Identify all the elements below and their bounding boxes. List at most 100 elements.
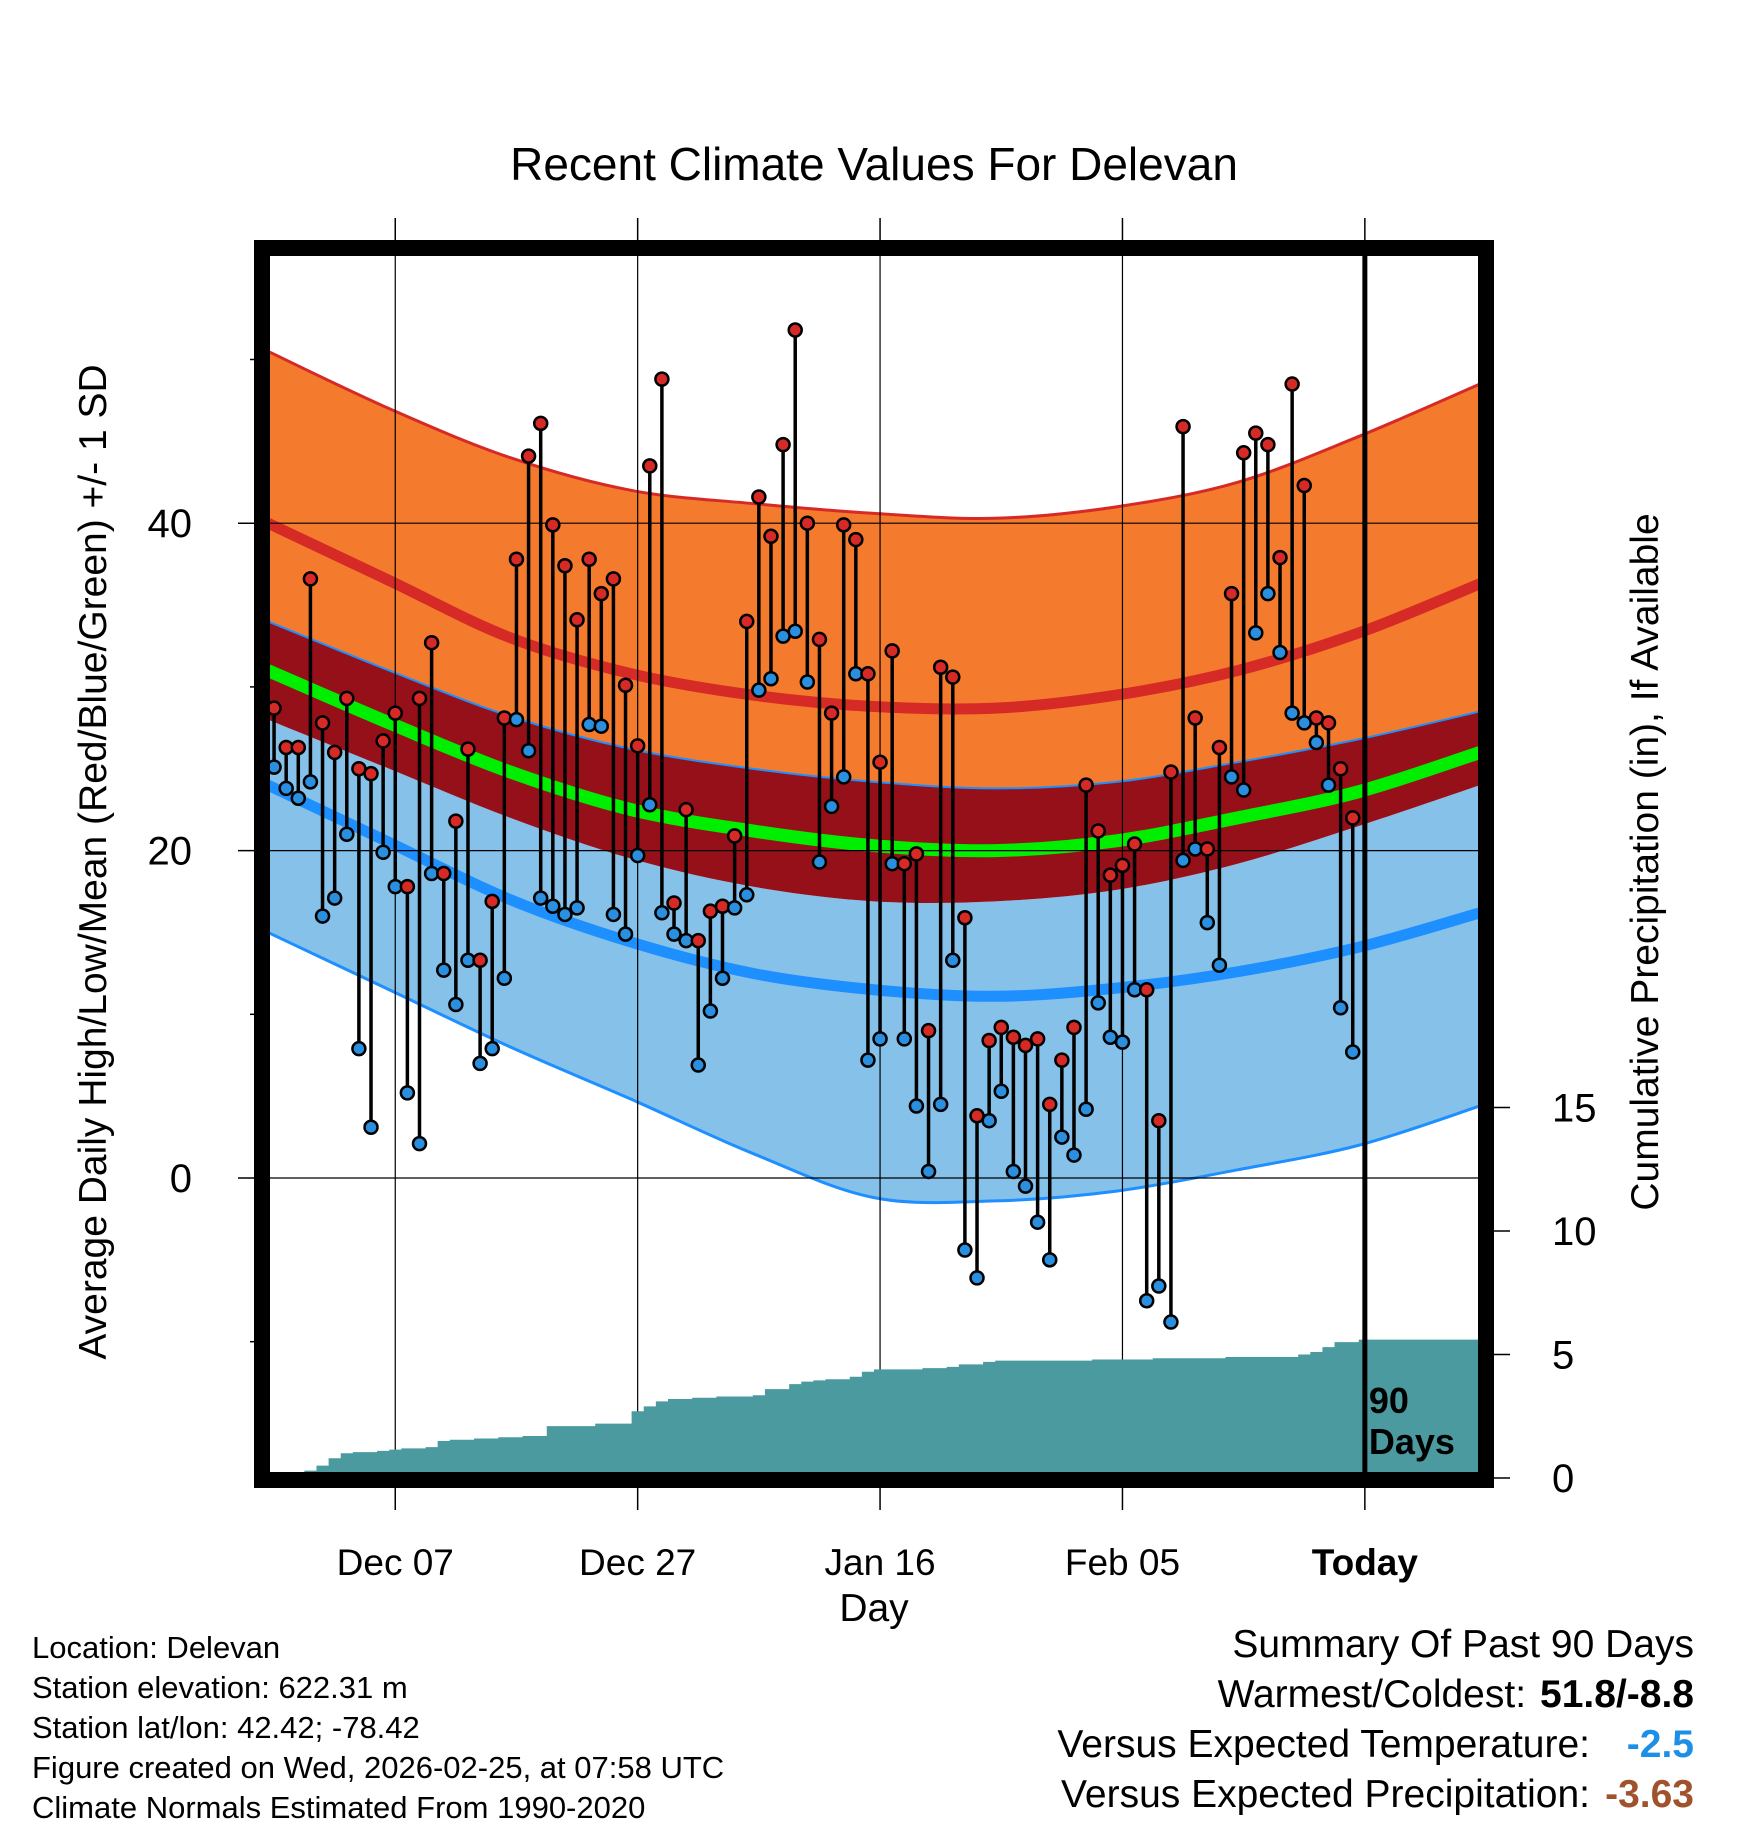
y2-tick-label: 15 [1552, 1087, 1597, 1131]
daily-high-point [1163, 764, 1179, 780]
daily-high-point [1041, 1096, 1058, 1113]
daily-low-point [326, 890, 343, 906]
daily-high-point [1126, 836, 1143, 852]
daily-high-point [654, 371, 670, 387]
summary-panel: Summary Of Past 90 Days Warmest/Coldest:… [1057, 1620, 1694, 1820]
daily-low-point [605, 906, 622, 923]
daily-low-point [290, 790, 307, 806]
daily-high-point [1344, 810, 1361, 826]
mean-upper-edge [267, 620, 1481, 790]
daily-low-point [1272, 644, 1288, 661]
plot-frame [254, 240, 1494, 1488]
daily-low-point [1284, 705, 1300, 721]
daily-high-point [823, 705, 840, 721]
daily-low-point [1163, 1314, 1179, 1330]
y-tick-label: 0 [170, 1157, 192, 1201]
daily-high-point [399, 878, 416, 895]
daily-high-point [1187, 710, 1203, 726]
daily-high-point [617, 677, 634, 694]
daily-low-point [811, 854, 828, 870]
chart-title: Recent Climate Values For Delevan [510, 138, 1238, 190]
daily-low-point [642, 797, 658, 813]
daily-high-point [435, 865, 452, 882]
precip-area [268, 1339, 1480, 1480]
daily-high-point [957, 909, 973, 926]
daily-low-point [835, 769, 852, 785]
daily-high-point [993, 1019, 1010, 1036]
daily-high-point [605, 571, 622, 587]
daily-low-point [1078, 1101, 1094, 1117]
daily-high-point [1260, 436, 1276, 453]
daily-high-point [314, 715, 331, 731]
daily-low-point [1199, 914, 1216, 931]
precip-label: Versus Expected Precipitation: [1061, 1773, 1590, 1816]
daily-low-point [666, 926, 682, 942]
daily-high-point [1199, 841, 1216, 857]
daily-high-point [1138, 981, 1155, 998]
daily-high-point [569, 612, 585, 628]
daily-low-point [593, 718, 610, 734]
daily-high-point [363, 765, 379, 782]
daily-high-point [302, 571, 319, 587]
today-days-number: 90 [1369, 1380, 1409, 1421]
daily-high-point [1151, 1112, 1167, 1129]
daily-high-point [448, 813, 464, 829]
daily-high-point [1211, 739, 1228, 756]
precip-value: -3.63 [1605, 1773, 1694, 1816]
daily-high-point [1102, 867, 1119, 883]
daily-high-point [1284, 376, 1300, 392]
daily-high-point [835, 517, 852, 533]
daily-high-point [1078, 777, 1094, 793]
daily-low-point [617, 926, 634, 942]
daily-high-point [908, 846, 925, 862]
normals-text: Climate Normals Estimated From 1990-2020 [32, 1790, 646, 1825]
daily-low-point [920, 1163, 937, 1180]
daily-low-point [1041, 1252, 1058, 1268]
daily-high-point [775, 436, 791, 453]
daily-high-point [532, 415, 549, 432]
daily-low-point [654, 905, 670, 921]
daily-low-point [448, 996, 464, 1013]
daily-low-point [496, 970, 513, 987]
low-sd-band [268, 719, 1480, 1203]
y-axis-label: Average Daily High/Low/Mean (Red/Blue/Gr… [72, 364, 115, 1359]
low-lower-edge [267, 931, 1481, 1205]
daily-low-point [1260, 585, 1276, 602]
daily-high-point [557, 558, 573, 574]
location-text: Location: Delevan [32, 1630, 281, 1665]
daily-low-point [932, 1096, 949, 1113]
daily-high-point [1005, 1029, 1022, 1045]
daily-low-point [702, 1003, 719, 1019]
daily-high-point [1066, 1019, 1082, 1036]
daily-high-point [593, 585, 610, 602]
daily-high-point [290, 739, 307, 756]
daily-low-point [508, 711, 525, 728]
warmest-label: Warmest/Coldest: [1217, 1673, 1527, 1716]
daily-high-point [1320, 715, 1337, 731]
daily-low-point [1054, 1129, 1070, 1145]
daily-low-point [860, 1052, 876, 1068]
daily-low-point [520, 742, 537, 759]
daily-low-point [1066, 1147, 1082, 1163]
daily-high-point [799, 515, 816, 531]
daily-high-point [508, 551, 525, 567]
daily-low-point [751, 682, 767, 698]
daily-high-point [387, 705, 404, 721]
daily-low-point [1308, 734, 1325, 751]
y-tick-label: 20 [148, 830, 193, 874]
daily-high-point [884, 643, 900, 659]
daily-low-point [823, 798, 840, 815]
normal-mean-line [265, 664, 1483, 858]
temp-label: Versus Expected Temperature: [1057, 1723, 1590, 1766]
daily-high-point [860, 666, 876, 682]
daily-low-point [1114, 1034, 1131, 1050]
daily-low-point [278, 780, 294, 797]
x-tick-label: Jan 16 [825, 1542, 936, 1583]
daily-high-point [629, 738, 646, 754]
daily-high-point [1332, 761, 1349, 777]
x-tick-label: Feb 05 [1065, 1542, 1180, 1583]
x-axis-label: Day [839, 1587, 909, 1630]
daily-low-point [435, 962, 452, 978]
high-upper-edge [267, 349, 1481, 520]
